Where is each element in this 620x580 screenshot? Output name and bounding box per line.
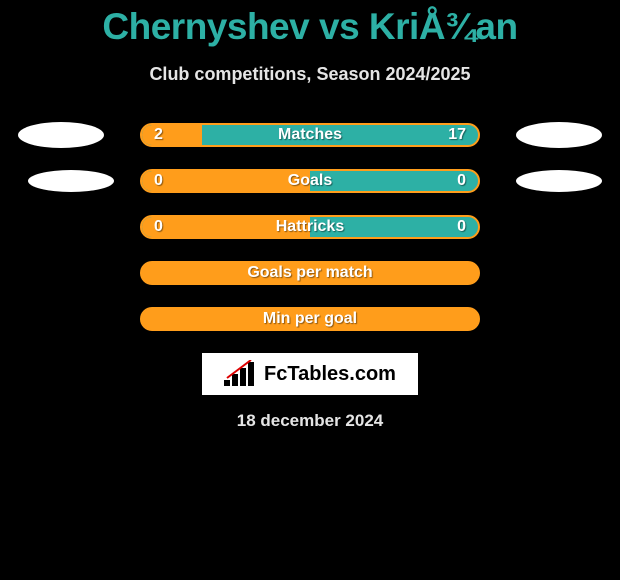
stat-bar-goals: 0 0 Goals [140, 169, 480, 193]
logo-box[interactable]: FcTables.com [202, 353, 418, 395]
bar-fill-left [142, 217, 310, 237]
bar-fill-left [142, 125, 202, 145]
stat-left-val: 0 [154, 171, 163, 191]
page-title: Chernyshev vs KriÅ¾an [0, 0, 620, 48]
stat-left-val: 0 [154, 217, 163, 237]
stat-bar-gpm: Goals per match [140, 261, 480, 285]
stat-right-val: 0 [457, 171, 466, 191]
stat-row-goals: 0 0 Goals [0, 169, 620, 193]
avatar-right [516, 122, 602, 148]
stat-row-mpg: Min per goal [0, 307, 620, 331]
bar-fill-left [142, 171, 310, 191]
bar-chart-icon [224, 360, 260, 388]
stat-rows: 2 17 Matches 0 0 Goals 0 0 Hattricks [0, 123, 620, 331]
stat-label: Min per goal [142, 309, 478, 329]
stat-bar-hattricks: 0 0 Hattricks [140, 215, 480, 239]
stat-bar-mpg: Min per goal [140, 307, 480, 331]
date-text: 18 december 2024 [0, 411, 620, 431]
avatar-left [28, 170, 114, 192]
stat-bar-matches: 2 17 Matches [140, 123, 480, 147]
logo-text: FcTables.com [264, 363, 396, 386]
stat-right-val: 0 [457, 217, 466, 237]
stat-left-val: 2 [154, 125, 163, 145]
subtitle: Club competitions, Season 2024/2025 [0, 64, 620, 85]
stat-right-val: 17 [448, 125, 466, 145]
stat-label: Goals per match [142, 263, 478, 283]
comparison-card: Chernyshev vs KriÅ¾an Club competitions,… [0, 0, 620, 431]
stat-row-gpm: Goals per match [0, 261, 620, 285]
avatar-left [18, 122, 104, 148]
avatar-right [516, 170, 602, 192]
stat-row-matches: 2 17 Matches [0, 123, 620, 147]
stat-row-hattricks: 0 0 Hattricks [0, 215, 620, 239]
